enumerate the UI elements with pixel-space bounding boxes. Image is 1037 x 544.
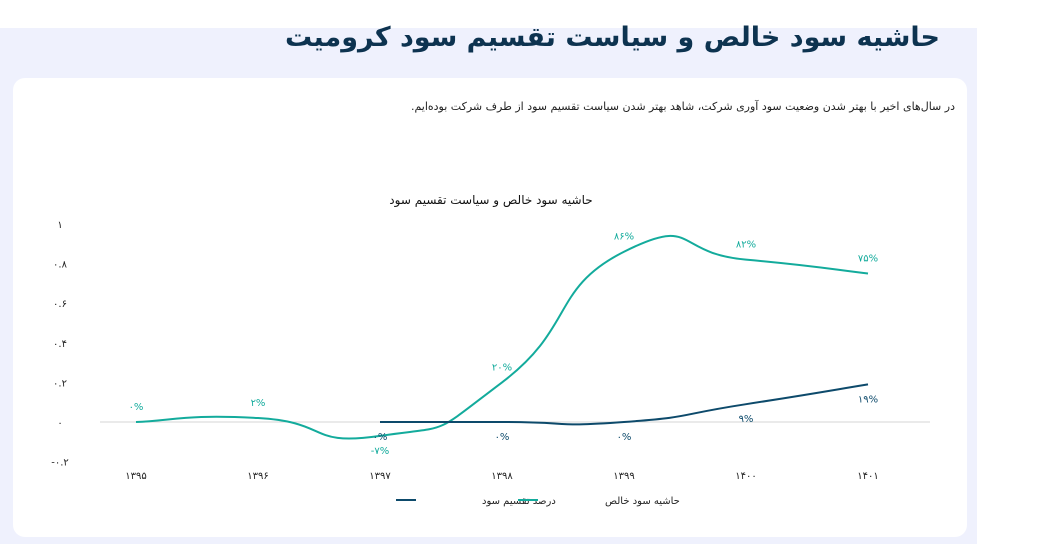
x-tick-label: ۱۳۹۸ (491, 471, 513, 482)
y-tick-label: ۰ (57, 418, 62, 429)
x-tick-label: ۱۳۹۶ (247, 471, 268, 482)
x-tick-label: ۱۴۰۱ (857, 471, 878, 482)
y-tick-label: ۰.۶ (53, 299, 67, 310)
data-label: ۰% (129, 402, 144, 413)
legend-label-net-margin: حاشیه سود خالص (605, 496, 680, 507)
x-tick-label: ۱۳۹۷ (369, 471, 391, 482)
data-label: ۲% (251, 398, 266, 409)
data-label: ۹% (739, 414, 754, 425)
y-tick-label: -۰.۲ (51, 458, 69, 469)
series-line-0 (135, 234, 869, 440)
data-label: ۰% (495, 432, 510, 443)
chart-title: حاشیه سود خالص و سیاست تقسیم سود (389, 193, 592, 208)
y-tick-label: ۰.۴ (53, 339, 67, 350)
data-label: ۸۶% (614, 232, 634, 243)
description-text: در سال‌های اخیر با بهتر شدن وضعیت سود آو… (410, 100, 955, 113)
data-label: ۰% (617, 432, 632, 443)
data-label: ۲۰% (492, 362, 512, 373)
series-line-1 (379, 383, 869, 426)
data-label: -۷% (371, 446, 389, 457)
data-label: ۰% (373, 432, 388, 443)
x-tick-label: ۱۳۹۵ (125, 471, 146, 482)
chart-card: در سال‌های اخیر با بهتر شدن وضعیت سود آو… (13, 78, 967, 537)
legend-label-dividend: درصد تقسیم سود (482, 496, 556, 507)
data-label: ۷۵% (858, 254, 878, 265)
x-tick-label: ۱۳۹۹ (613, 471, 634, 482)
y-tick-label: ۰.۸ (53, 260, 68, 271)
data-label: ۸۲% (736, 240, 756, 251)
x-tick-label: ۱۴۰۰ (735, 471, 756, 482)
data-label: ۱۹% (858, 394, 878, 405)
y-tick-label: ۱ (57, 220, 62, 231)
y-tick-label: ۰.۲ (53, 378, 67, 389)
page-title: حاشیه سود خالص و سیاست تقسیم سود کرومیت (284, 22, 940, 53)
